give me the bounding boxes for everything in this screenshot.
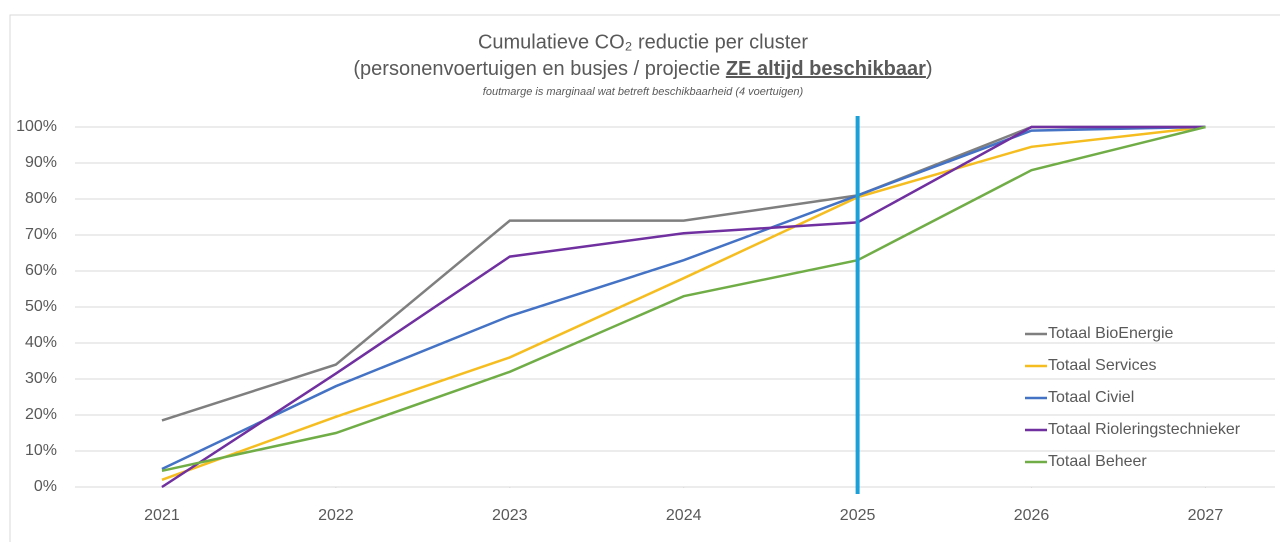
- series-line: [161, 125, 1206, 473]
- subtitle-part: (personenvoertuigen en busjes / projecti…: [353, 58, 725, 80]
- subtitle-part: ): [926, 58, 933, 80]
- x-tick-label: 2023: [492, 507, 528, 524]
- x-tick-label: 2025: [840, 507, 876, 524]
- y-tick-label: 0%: [34, 478, 57, 495]
- chart-subtitle: (personenvoertuigen en busjes / projecti…: [353, 58, 932, 80]
- y-tick-label: 80%: [25, 190, 57, 207]
- y-tick-label: 100%: [16, 118, 57, 135]
- legend-label: Totaal BioEnergie: [1048, 325, 1174, 342]
- x-tick-label: 2022: [318, 507, 354, 524]
- subtitle-emphasis: ZE altijd beschikbaar: [726, 58, 926, 80]
- y-tick-label: 10%: [25, 442, 57, 459]
- y-tick-label: 90%: [25, 154, 57, 171]
- chart-title: Cumulatieve CO₂ reductie per cluster: [478, 31, 808, 53]
- y-tick-label: 60%: [25, 262, 57, 279]
- y-tick-label: 20%: [25, 406, 57, 423]
- chart-frame: [9, 14, 1280, 542]
- series-line: [161, 125, 1206, 489]
- x-tick-label: 2021: [144, 507, 180, 524]
- y-tick-label: 40%: [25, 334, 57, 351]
- x-tick-label: 2026: [1014, 507, 1050, 524]
- legend-label: Totaal Rioleringstechnieker: [1048, 421, 1241, 438]
- series-line: [161, 125, 1206, 471]
- series-line: [161, 125, 1206, 481]
- x-tick-label: 2027: [1188, 507, 1224, 524]
- legend-label: Totaal Civiel: [1048, 389, 1134, 406]
- legend-label: Totaal Services: [1048, 357, 1157, 374]
- y-tick-label: 50%: [25, 298, 57, 315]
- y-tick-label: 30%: [25, 370, 57, 387]
- chart-note: foutmarge is marginaal wat betreft besch…: [483, 86, 804, 98]
- x-tick-label: 2024: [666, 507, 702, 524]
- legend-label: Totaal Beheer: [1048, 453, 1147, 470]
- y-tick-label: 70%: [25, 226, 57, 243]
